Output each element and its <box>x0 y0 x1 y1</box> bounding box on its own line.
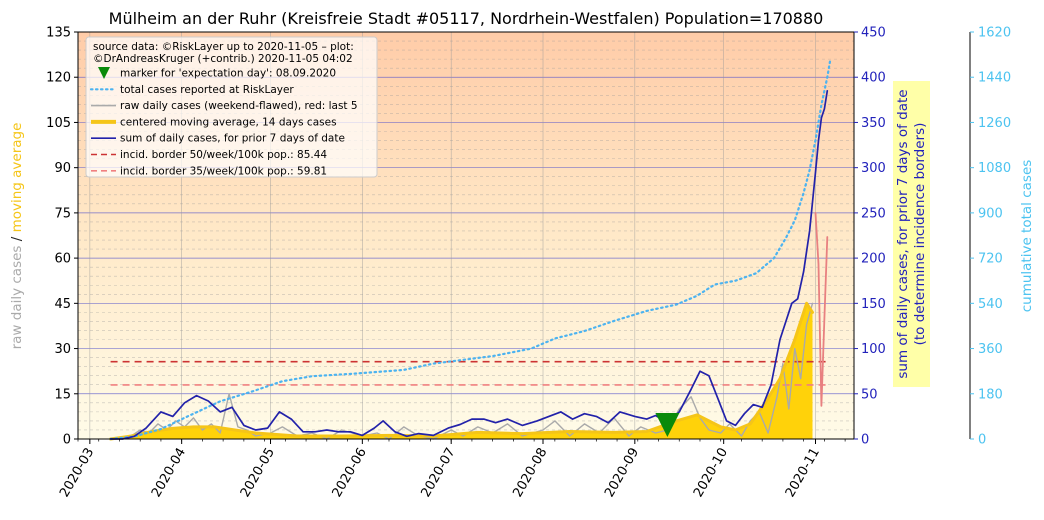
left-tick-label: 0 <box>63 433 71 448</box>
marker-layer <box>655 413 680 437</box>
cumulative-tick-label: 1440 <box>978 71 1011 86</box>
x-tick-label: 2020-09 <box>602 446 642 501</box>
cumulative-tick-label: 180 <box>978 387 1003 402</box>
cumulative-tick-label: 720 <box>978 252 1003 267</box>
cumulative-axis-label: cumulative total cases <box>1019 160 1035 313</box>
chart-title: Mülheim an der Ruhr (Kreisfreie Stadt #0… <box>109 9 824 28</box>
left-axis-label-part: raw daily cases <box>9 246 25 350</box>
sum7-tick-label: 100 <box>861 342 886 357</box>
sum7-tick-label: 350 <box>861 116 886 131</box>
legend-entry-label: centered moving average, 14 days cases <box>120 116 337 128</box>
left-tick-label: 45 <box>54 297 71 312</box>
cumulative-tick-label: 0 <box>978 433 986 448</box>
x-tick-label: 2020-04 <box>149 446 189 501</box>
plot-frame <box>77 31 855 440</box>
cumulative-tick-label: 1080 <box>978 161 1011 176</box>
sum7-axis-label-line: (to determine incidence borders) <box>912 123 928 346</box>
x-tick-label: 2020-06 <box>330 446 370 501</box>
cumulative-tick-label: 360 <box>978 342 1003 357</box>
x-tick-label: 2020-03 <box>57 446 97 501</box>
left-tick-label: 15 <box>54 387 71 402</box>
legend-entry-label: total cases reported at RiskLayer <box>120 84 294 96</box>
legend-entry-label: incid. border 50/week/100k pop.: 85.44 <box>120 149 327 161</box>
cumulative-tick-label: 1620 <box>978 26 1011 41</box>
left-tick-label: 135 <box>46 26 71 41</box>
raw-daily-line <box>109 302 814 440</box>
left-tick-label: 90 <box>54 161 71 176</box>
left-tick-label: 30 <box>54 342 71 357</box>
cumulative-tick-label: 1260 <box>978 116 1011 131</box>
right-axis-cumulative: 0 180 360 540 720 900 1080 1260 1440 1620 cumulati… <box>969 26 1035 448</box>
series-layer <box>109 58 832 441</box>
x-tick-label: 2020-10 <box>691 446 731 501</box>
x-tick-label: 2020-11 <box>783 446 823 501</box>
sum7-label-box <box>893 81 930 387</box>
legend-header: source data: ©RiskLayer up to 2020-11-05… <box>93 41 354 53</box>
sum7-tick-label: 50 <box>861 387 878 402</box>
sum7-tick-label: 0 <box>861 433 869 448</box>
sum7-tick-label: 250 <box>861 206 886 221</box>
cumulative-tick-label: 900 <box>978 206 1003 221</box>
sum7-tick-label: 400 <box>861 71 886 86</box>
sum7-tick-label: 150 <box>861 297 886 312</box>
left-tick-label: 120 <box>46 71 71 86</box>
legend: source data: ©RiskLayer up to 2020-11-05… <box>85 36 378 178</box>
sum7-tick-label: 450 <box>861 26 886 41</box>
x-tick-label: 2020-08 <box>510 446 550 501</box>
sum7-tick-label: 200 <box>861 252 886 267</box>
expectation-day-marker <box>655 413 680 437</box>
left-axis-label-part: / <box>9 236 25 245</box>
legend-box <box>85 36 378 178</box>
x-tick-label: 2020-07 <box>419 446 459 501</box>
legend-header: ©DrAndreasKruger (+contrib.) 2020-11-05 … <box>93 53 353 65</box>
left-axis-label-part: moving average <box>9 123 25 237</box>
legend-entry-label: sum of daily cases, for prior 7 days of … <box>120 133 345 145</box>
left-axis: 0 15 30 45 60 75 90 105 120 135 raw daily cases / … <box>9 26 78 448</box>
total-cases-line <box>109 58 832 441</box>
legend-marker-symbol <box>98 67 110 79</box>
left-tick-label: 60 <box>54 252 71 267</box>
legend-entry-label: marker for 'expectation day': 08.09.2020 <box>120 68 336 80</box>
raw-daily-last5-line <box>814 212 829 407</box>
x-tick-label: 2020-05 <box>238 446 278 501</box>
x-axis: 2020-03 2020-04 2020-05 2020-06 2020-07 2020-… <box>57 439 846 501</box>
left-tick-label: 105 <box>46 116 71 131</box>
moving-average-line <box>109 301 814 441</box>
right-axis-sum7: 0 50 100 150 200 250 300 350 400 450 sum of daily … <box>854 26 930 448</box>
legend-entry-label: incid. border 35/week/100k pop.: 59.81 <box>120 165 327 177</box>
left-tick-label: 75 <box>54 206 71 221</box>
sum7-line <box>109 89 829 440</box>
cumulative-tick-label: 540 <box>978 297 1003 312</box>
legend-entry-label: raw daily cases (weekend-flawed), red: l… <box>120 100 358 112</box>
sum7-axis-label: sum of daily cases, for prior 7 days of … <box>895 89 928 378</box>
sum7-axis-label-line: sum of daily cases, for prior 7 days of … <box>895 89 911 378</box>
left-axis-label: raw daily cases / moving average <box>9 123 25 350</box>
sum7-tick-label: 300 <box>861 161 886 176</box>
